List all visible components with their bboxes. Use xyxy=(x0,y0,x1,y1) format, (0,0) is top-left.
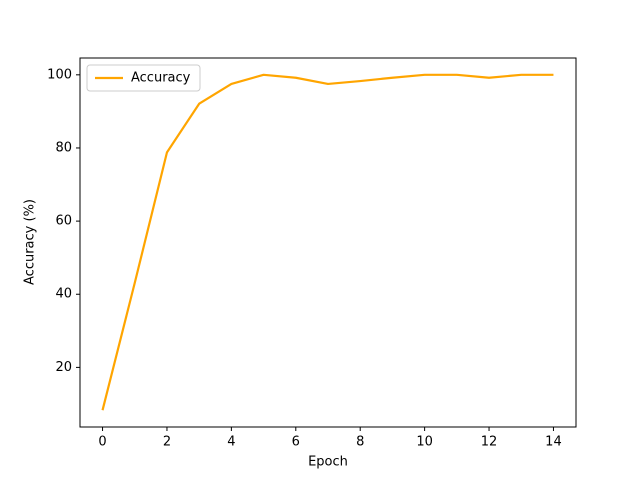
legend-box xyxy=(86,64,201,92)
y-tick-label: 40 xyxy=(55,287,72,302)
legend-label: Accuracy xyxy=(131,71,191,86)
x-tick-label: 0 xyxy=(98,435,106,450)
y-tick-label: 20 xyxy=(55,360,72,375)
x-tick-label: 8 xyxy=(356,435,364,450)
y-axis-label: Accuracy (%) xyxy=(23,199,38,285)
y-tick-label: 100 xyxy=(47,67,72,82)
y-tick-label: 60 xyxy=(55,214,72,229)
x-tick-label: 6 xyxy=(292,435,300,450)
y-tick-label: 80 xyxy=(55,140,72,155)
x-axis-label: Epoch xyxy=(308,455,348,470)
x-tick-label: 10 xyxy=(416,435,433,450)
x-tick-label: 14 xyxy=(545,435,562,450)
x-tick-label: 12 xyxy=(481,435,498,450)
x-tick-label: 2 xyxy=(163,435,171,450)
plot-frame xyxy=(79,57,577,428)
x-tick-label: 4 xyxy=(227,435,235,450)
line xyxy=(101,73,554,411)
